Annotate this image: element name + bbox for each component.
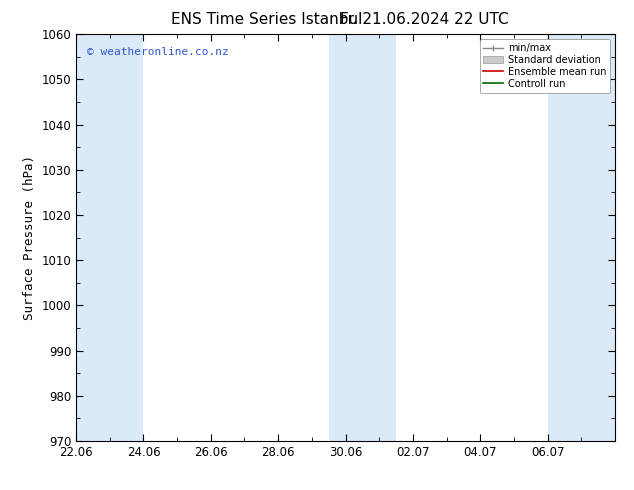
Legend: min/max, Standard deviation, Ensemble mean run, Controll run: min/max, Standard deviation, Ensemble me…	[479, 39, 610, 93]
Text: Fr. 21.06.2024 22 UTC: Fr. 21.06.2024 22 UTC	[340, 12, 509, 27]
Text: © weatheronline.co.nz: © weatheronline.co.nz	[87, 47, 229, 56]
Y-axis label: Surface Pressure (hPa): Surface Pressure (hPa)	[23, 155, 36, 320]
Bar	[548, 34, 615, 441]
Text: ENS Time Series Istanbul: ENS Time Series Istanbul	[171, 12, 362, 27]
Bar	[76, 34, 143, 441]
Bar	[328, 34, 396, 441]
